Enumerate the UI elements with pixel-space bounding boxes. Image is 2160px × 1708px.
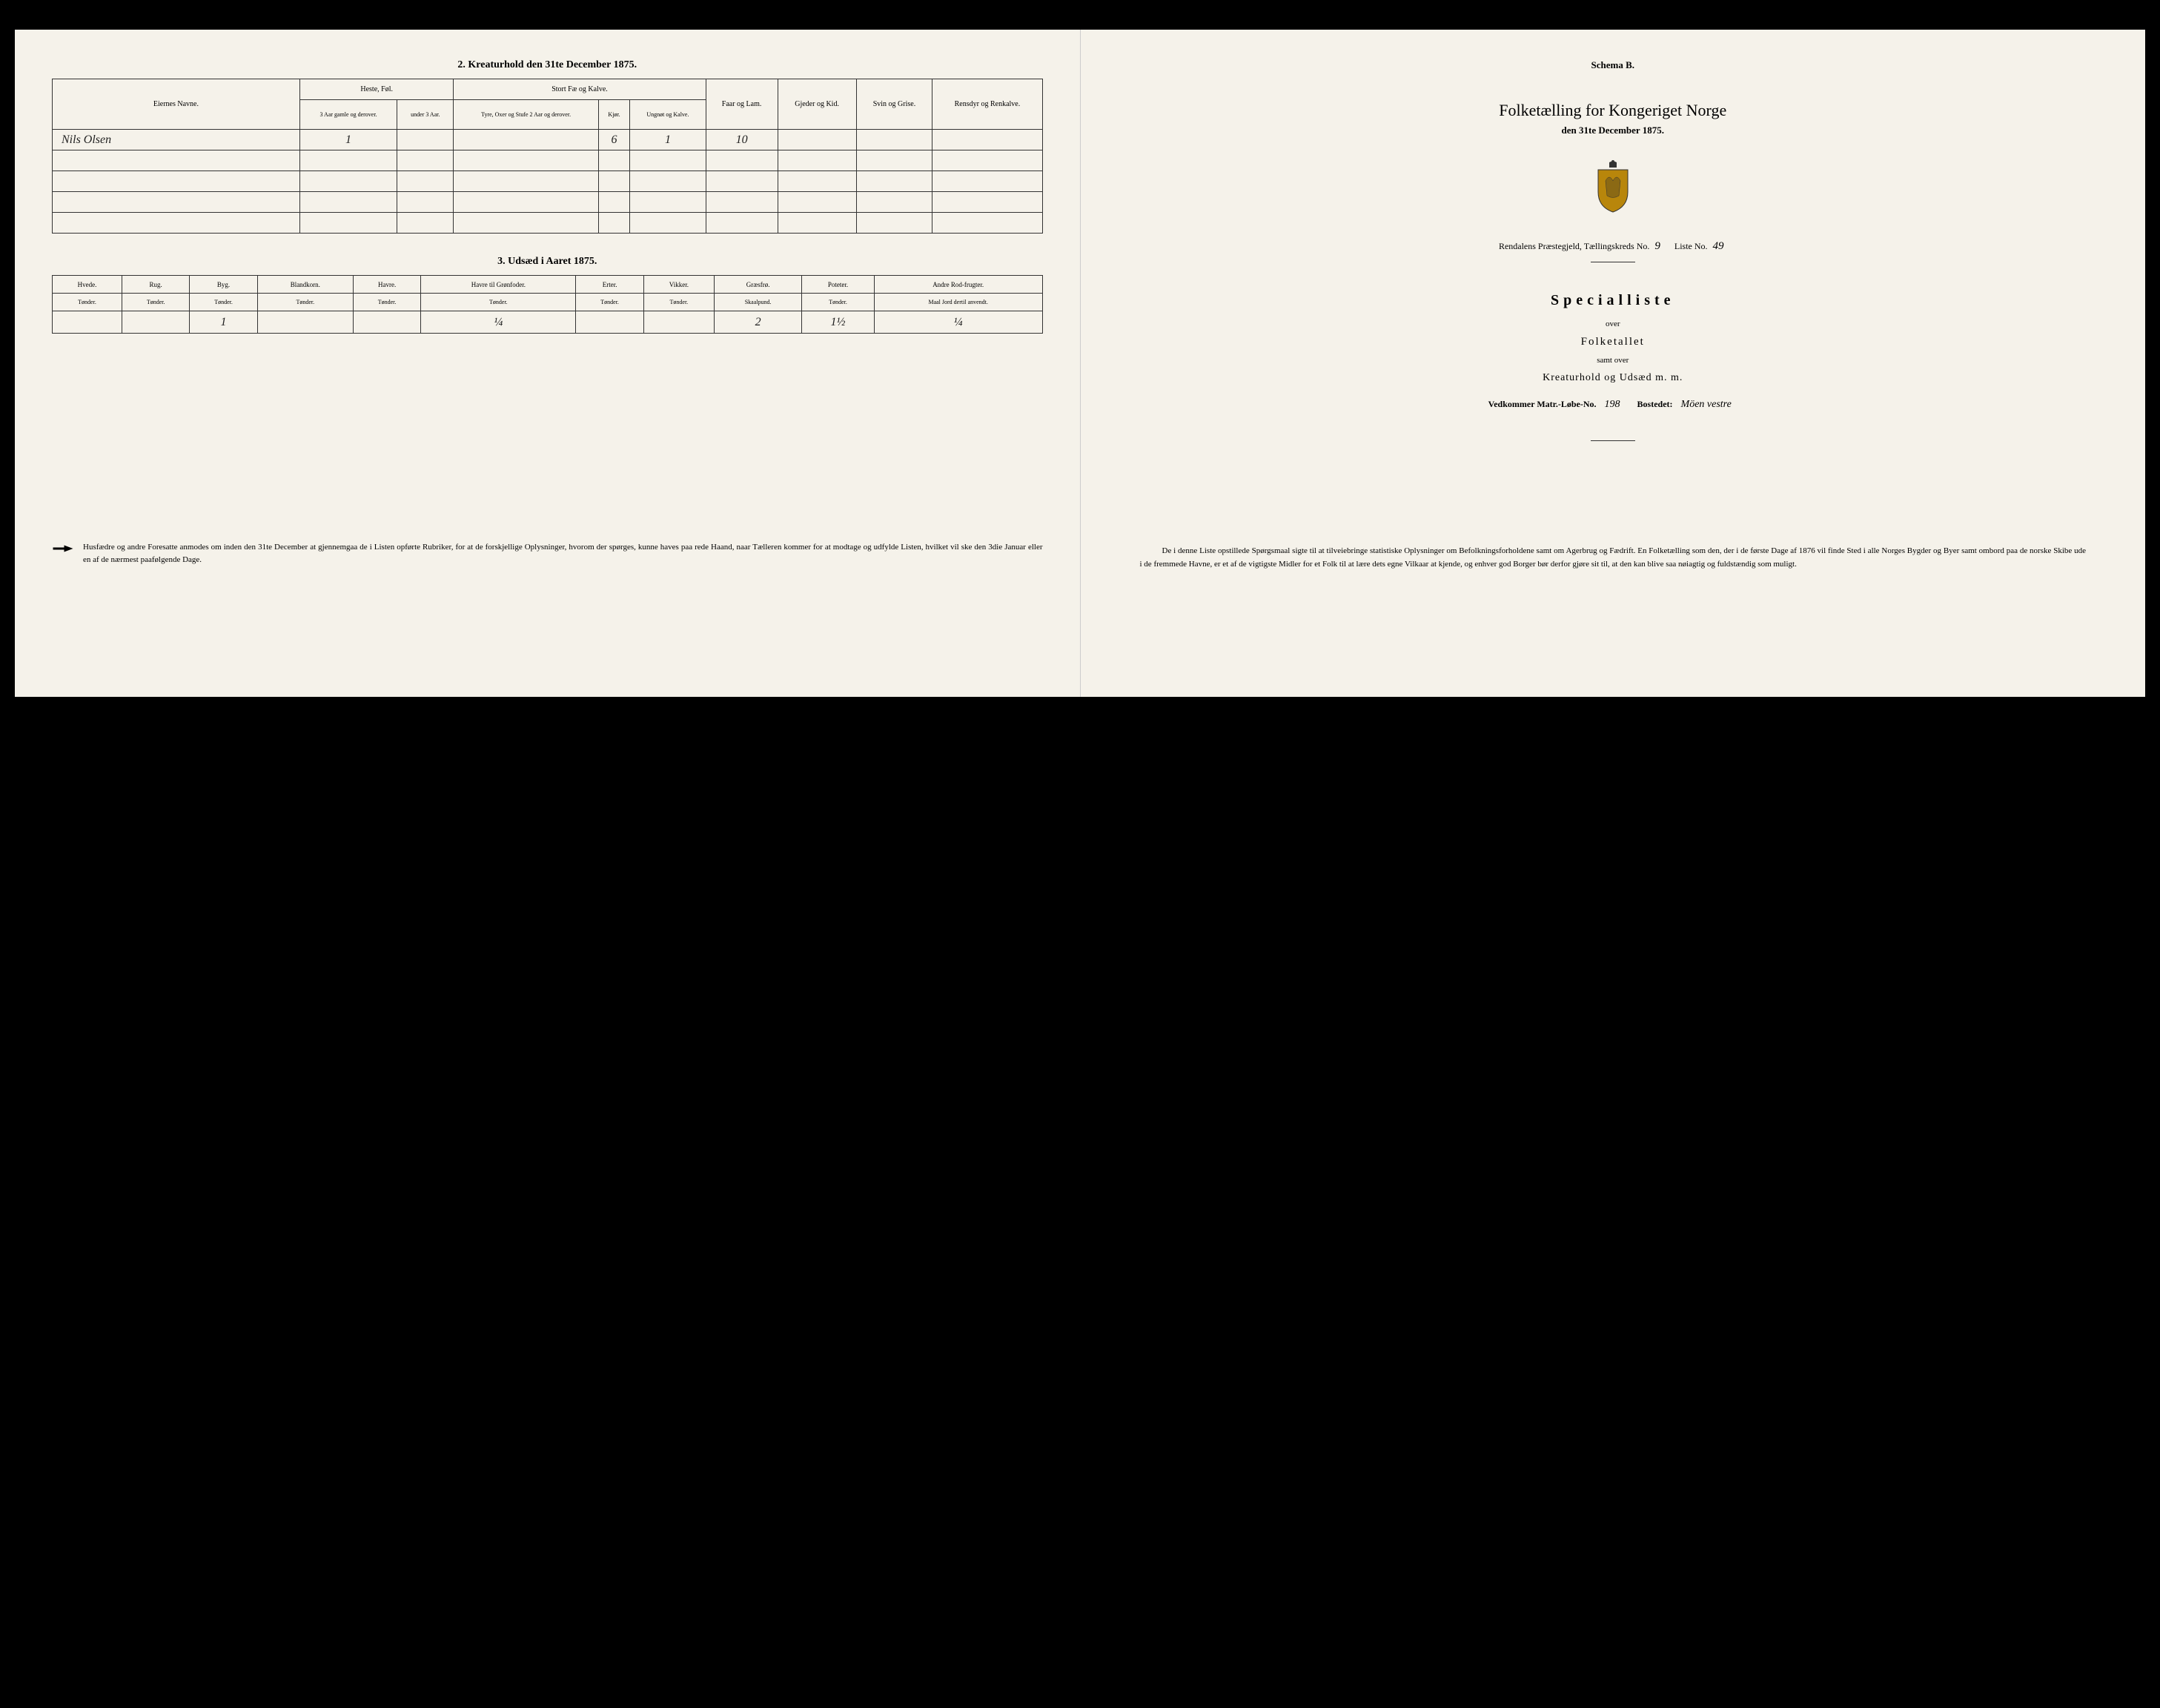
sub-ungnot: Ungnøt og Kalve. bbox=[630, 100, 706, 130]
samt-text: samt over bbox=[1118, 356, 2109, 365]
cell bbox=[643, 311, 714, 334]
cell: ¼ bbox=[874, 311, 1042, 334]
kreatur-text: Kreaturhold og Udsæd m. m. bbox=[1118, 372, 2109, 384]
sub: Tønder. bbox=[353, 294, 420, 311]
kreds-no: 9 bbox=[1652, 240, 1663, 252]
kreaturhold-table: Eiernes Navne. Heste, Føl. Stort Fæ og K… bbox=[52, 79, 1043, 234]
table-row: Tønder. Tønder. Tønder. Tønder. Tønder. … bbox=[53, 294, 1043, 311]
sub-3aar: 3 Aar gamle og derover. bbox=[299, 100, 397, 130]
sub-kjor: Kjør. bbox=[598, 100, 630, 130]
table-row bbox=[53, 150, 1043, 171]
vedkommer-label1: Vedkommer Matr.-Løbe-No. bbox=[1488, 399, 1597, 409]
col-rug: Rug. bbox=[122, 276, 189, 294]
col-havre-gron: Havre til Grønfoder. bbox=[421, 276, 576, 294]
col-rodfrugter: Andre Rod-frugter. bbox=[874, 276, 1042, 294]
section3-title: 3. Udsæd i Aaret 1875. bbox=[52, 256, 1043, 268]
pointing-hand-icon bbox=[52, 541, 74, 556]
meta-line: Rendalens Præstegjeld, Tællingskreds No.… bbox=[1118, 240, 2109, 253]
col-vikker: Vikker. bbox=[643, 276, 714, 294]
cell bbox=[932, 130, 1042, 150]
cell: 1 bbox=[630, 130, 706, 150]
cell: 1 bbox=[190, 311, 257, 334]
col-byg: Byg. bbox=[190, 276, 257, 294]
col-eiernes: Eiernes Navne. bbox=[53, 79, 300, 130]
sub: Tønder. bbox=[53, 294, 122, 311]
table-row: Hvede. Rug. Byg. Blandkorn. Havre. Havre… bbox=[53, 276, 1043, 294]
col-heste: Heste, Føl. bbox=[299, 79, 454, 100]
cell bbox=[122, 311, 189, 334]
matr-no: 198 bbox=[1599, 399, 1626, 410]
cell bbox=[856, 130, 932, 150]
cell bbox=[257, 311, 353, 334]
sub: Tønder. bbox=[190, 294, 257, 311]
cell: ¼ bbox=[421, 311, 576, 334]
sub: Tønder. bbox=[257, 294, 353, 311]
cell bbox=[53, 311, 122, 334]
right-page: Schema B. Folketælling for Kongeriget No… bbox=[1081, 30, 2146, 697]
table-row bbox=[53, 192, 1043, 213]
section2-title: 2. Kreaturhold den 31te December 1875. bbox=[52, 59, 1043, 71]
sub: Tønder. bbox=[576, 294, 643, 311]
col-blandkorn: Blandkorn. bbox=[257, 276, 353, 294]
cell: 10 bbox=[706, 130, 778, 150]
table-row bbox=[53, 213, 1043, 234]
folketallet: Folketallet bbox=[1118, 336, 2109, 348]
cell bbox=[397, 130, 454, 150]
col-poteter: Poteter. bbox=[802, 276, 875, 294]
col-havre: Havre. bbox=[353, 276, 420, 294]
cell: 6 bbox=[598, 130, 630, 150]
schema-label: Schema B. bbox=[1118, 59, 2109, 71]
liste-no: 49 bbox=[1710, 240, 1727, 252]
sub-tyre: Tyre, Oxer og Stufe 2 Aar og derover. bbox=[454, 100, 598, 130]
col-erter: Erter. bbox=[576, 276, 643, 294]
bosted-label: Bostedet: bbox=[1637, 399, 1673, 409]
col-gjeder: Gjeder og Kid. bbox=[778, 79, 856, 130]
table-row: Eiernes Navne. Heste, Føl. Stort Fæ og K… bbox=[53, 79, 1043, 100]
cell bbox=[778, 130, 856, 150]
sub: Tønder. bbox=[802, 294, 875, 311]
table-row: Nils Olsen 1 6 1 10 bbox=[53, 130, 1043, 150]
sub: Skaalpund. bbox=[714, 294, 801, 311]
main-title: Folketælling for Kongeriget Norge bbox=[1118, 101, 2109, 120]
bosted-value: Möen vestre bbox=[1675, 399, 1737, 410]
sub: Tønder. bbox=[643, 294, 714, 311]
coat-of-arms-icon bbox=[1118, 159, 2109, 218]
divider bbox=[1591, 440, 1635, 441]
vedkommer-line: Vedkommer Matr.-Løbe-No. 198 Bostedet: M… bbox=[1118, 399, 2109, 411]
sub-under3: under 3 Aar. bbox=[397, 100, 454, 130]
left-footer: Husfædre og andre Foresatte anmodes om i… bbox=[52, 541, 1043, 566]
cell: 1 bbox=[299, 130, 397, 150]
cell: 2 bbox=[714, 311, 801, 334]
over-text: over bbox=[1118, 320, 2109, 328]
sub: Maal Jord dertil anvendt. bbox=[874, 294, 1042, 311]
sub: Tønder. bbox=[421, 294, 576, 311]
sub-title: den 31te December 1875. bbox=[1118, 125, 2109, 136]
cell bbox=[353, 311, 420, 334]
col-svin: Svin og Grise. bbox=[856, 79, 932, 130]
left-page: 2. Kreaturhold den 31te December 1875. E… bbox=[15, 30, 1081, 697]
col-graesfro: Græsfrø. bbox=[714, 276, 801, 294]
col-hvede: Hvede. bbox=[53, 276, 122, 294]
cell-name: Nils Olsen bbox=[53, 130, 300, 150]
document-spread: 2. Kreaturhold den 31te December 1875. E… bbox=[15, 30, 2145, 697]
liste-label: Liste No. bbox=[1674, 241, 1708, 251]
meta-prefix: Rendalens Præstegjeld, Tællingskreds No. bbox=[1499, 241, 1649, 251]
specialliste-title: Specialliste bbox=[1118, 292, 2109, 309]
footer-text: Husfædre og andre Foresatte anmodes om i… bbox=[83, 541, 1043, 566]
cell: 1½ bbox=[802, 311, 875, 334]
table-row bbox=[53, 171, 1043, 192]
table-row: 1 ¼ 2 1½ ¼ bbox=[53, 311, 1043, 334]
cell bbox=[576, 311, 643, 334]
cell bbox=[454, 130, 598, 150]
col-rensdyr: Rensdyr og Renkalve. bbox=[932, 79, 1042, 130]
sub: Tønder. bbox=[122, 294, 189, 311]
col-faar: Faar og Lam. bbox=[706, 79, 778, 130]
udsaed-table: Hvede. Rug. Byg. Blandkorn. Havre. Havre… bbox=[52, 275, 1043, 334]
col-stort: Stort Fæ og Kalve. bbox=[454, 79, 706, 100]
right-footer-text: De i denne Liste opstillede Spørgsmaal s… bbox=[1118, 545, 2109, 571]
